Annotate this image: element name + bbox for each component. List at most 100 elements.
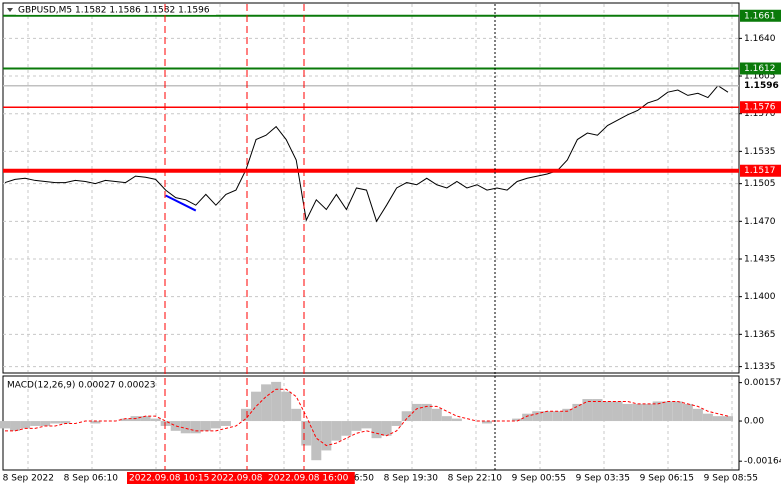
x-tick-label: 9 Sep 06:15 xyxy=(640,474,694,484)
level-label: 1.1517 xyxy=(744,166,776,176)
y-tick-label: 1.1470 xyxy=(744,217,776,227)
macd-bar xyxy=(30,421,41,426)
macd-bar xyxy=(441,416,452,422)
level-label: 1.1661 xyxy=(744,11,776,21)
x-tick-label: 8 Sep 06:10 xyxy=(64,474,119,484)
macd-bar xyxy=(331,421,342,441)
macd-bar xyxy=(712,416,723,422)
x-tick-label: 9 Sep 03:35 xyxy=(576,474,630,484)
macd-bar xyxy=(482,421,492,424)
macd-bar xyxy=(622,403,633,422)
macd-bar xyxy=(632,403,643,422)
chart-title: GBPUSD,M5 1.1582 1.1586 1.1582 1.1596 xyxy=(18,6,210,16)
marker-label: 2022.09.08 16:00 xyxy=(268,474,349,484)
y-tick-label: 1.1505 xyxy=(744,179,776,189)
macd-bar xyxy=(190,421,201,434)
macd-bar xyxy=(702,413,713,422)
macd-bar xyxy=(341,421,352,436)
title-bg xyxy=(16,4,216,15)
macd-bar xyxy=(200,421,211,431)
macd-bar xyxy=(180,421,191,434)
y-tick-label: 0.00157 xyxy=(744,378,781,388)
macd-bar xyxy=(251,391,262,422)
macd-bar xyxy=(522,413,533,422)
marker-label-box xyxy=(127,472,216,484)
level-label-box xyxy=(740,9,781,22)
macd-bar xyxy=(150,418,161,422)
macd-bar xyxy=(271,381,282,422)
macd-bar xyxy=(692,408,703,422)
x-tick-label: 8 Sep 19:30 xyxy=(384,474,439,484)
y-tick-label: 1.1640 xyxy=(744,34,776,44)
macd-bar xyxy=(421,403,432,422)
macd-bar xyxy=(552,411,563,422)
x-tick-label: 16:50 xyxy=(348,474,374,484)
macd-bar xyxy=(411,403,422,422)
macd-bar xyxy=(572,403,583,422)
level-label-box xyxy=(740,164,781,177)
macd-bar xyxy=(241,408,251,422)
macd-bar xyxy=(311,421,322,461)
macd-bar xyxy=(512,418,523,422)
y-tick-label: 1.1570 xyxy=(744,109,776,119)
x-tick-label: 8 Sep 2022 xyxy=(3,474,54,484)
y-tick-label: 1.1335 xyxy=(744,362,776,372)
macd-bar xyxy=(120,418,131,422)
y-tick-label: 1.1365 xyxy=(744,330,776,340)
y-tick-label: -0.00164 xyxy=(744,457,781,467)
macd-bar xyxy=(652,401,663,422)
marker-label-box xyxy=(266,472,355,484)
macd-bar xyxy=(210,421,221,429)
marker-label-box xyxy=(209,472,277,484)
macd-bar xyxy=(40,421,51,426)
level-label-box xyxy=(740,101,781,114)
macd-bar xyxy=(0,421,10,429)
x-tick-label: 9 Sep 08:55 xyxy=(704,474,758,484)
y-tick-label: 0.00 xyxy=(744,417,764,427)
macd-bar xyxy=(361,421,372,429)
macd-bar xyxy=(351,421,362,431)
macd-bar xyxy=(602,401,613,422)
macd-bar xyxy=(451,418,462,422)
level-label-box xyxy=(740,62,781,75)
chart-title: MACD(12,26,9) 0.00027 0.00023 xyxy=(7,381,156,391)
macd-bar xyxy=(582,399,593,422)
level-label: 1.1596 xyxy=(744,81,779,91)
macd-bar xyxy=(672,401,683,422)
macd-bar xyxy=(723,416,733,422)
macd-bar xyxy=(662,401,673,422)
macd-bar xyxy=(90,421,101,424)
level-label-box xyxy=(740,79,781,92)
macd-bar xyxy=(20,421,31,429)
macd-bar xyxy=(301,421,312,446)
y-tick-label: 1.1535 xyxy=(744,147,776,157)
macd-bar xyxy=(612,401,623,422)
marker-label: 2022.09.08 10:15 xyxy=(129,474,209,484)
trend-line xyxy=(165,194,197,212)
macd-bar xyxy=(371,421,382,439)
price-line xyxy=(4,85,729,223)
macd-bar xyxy=(401,411,412,422)
y-tick-label: 1.1400 xyxy=(744,292,776,302)
y-tick-label: 1.1605 xyxy=(744,72,776,82)
macd-bar xyxy=(431,408,442,422)
macd-bar xyxy=(542,411,553,422)
macd-bar xyxy=(50,421,61,424)
macd-bar xyxy=(592,399,603,422)
macd-bar xyxy=(140,416,151,422)
macd-bar xyxy=(220,421,231,426)
macd-bar xyxy=(682,403,693,422)
macd-bar xyxy=(532,411,543,422)
x-tick-label: 8 Sep 22:10 xyxy=(448,474,503,484)
macd-bar xyxy=(291,408,302,422)
macd-bar xyxy=(391,421,402,426)
level-label: 1.1612 xyxy=(744,64,776,74)
collapse-icon xyxy=(7,8,13,12)
x-tick-label: 9 Sep 00:55 xyxy=(512,474,566,484)
macd-bar xyxy=(160,421,171,426)
macd-bar xyxy=(321,421,332,451)
macd-bar xyxy=(381,421,392,436)
macd-bar xyxy=(642,403,653,422)
signal-line xyxy=(5,388,729,447)
